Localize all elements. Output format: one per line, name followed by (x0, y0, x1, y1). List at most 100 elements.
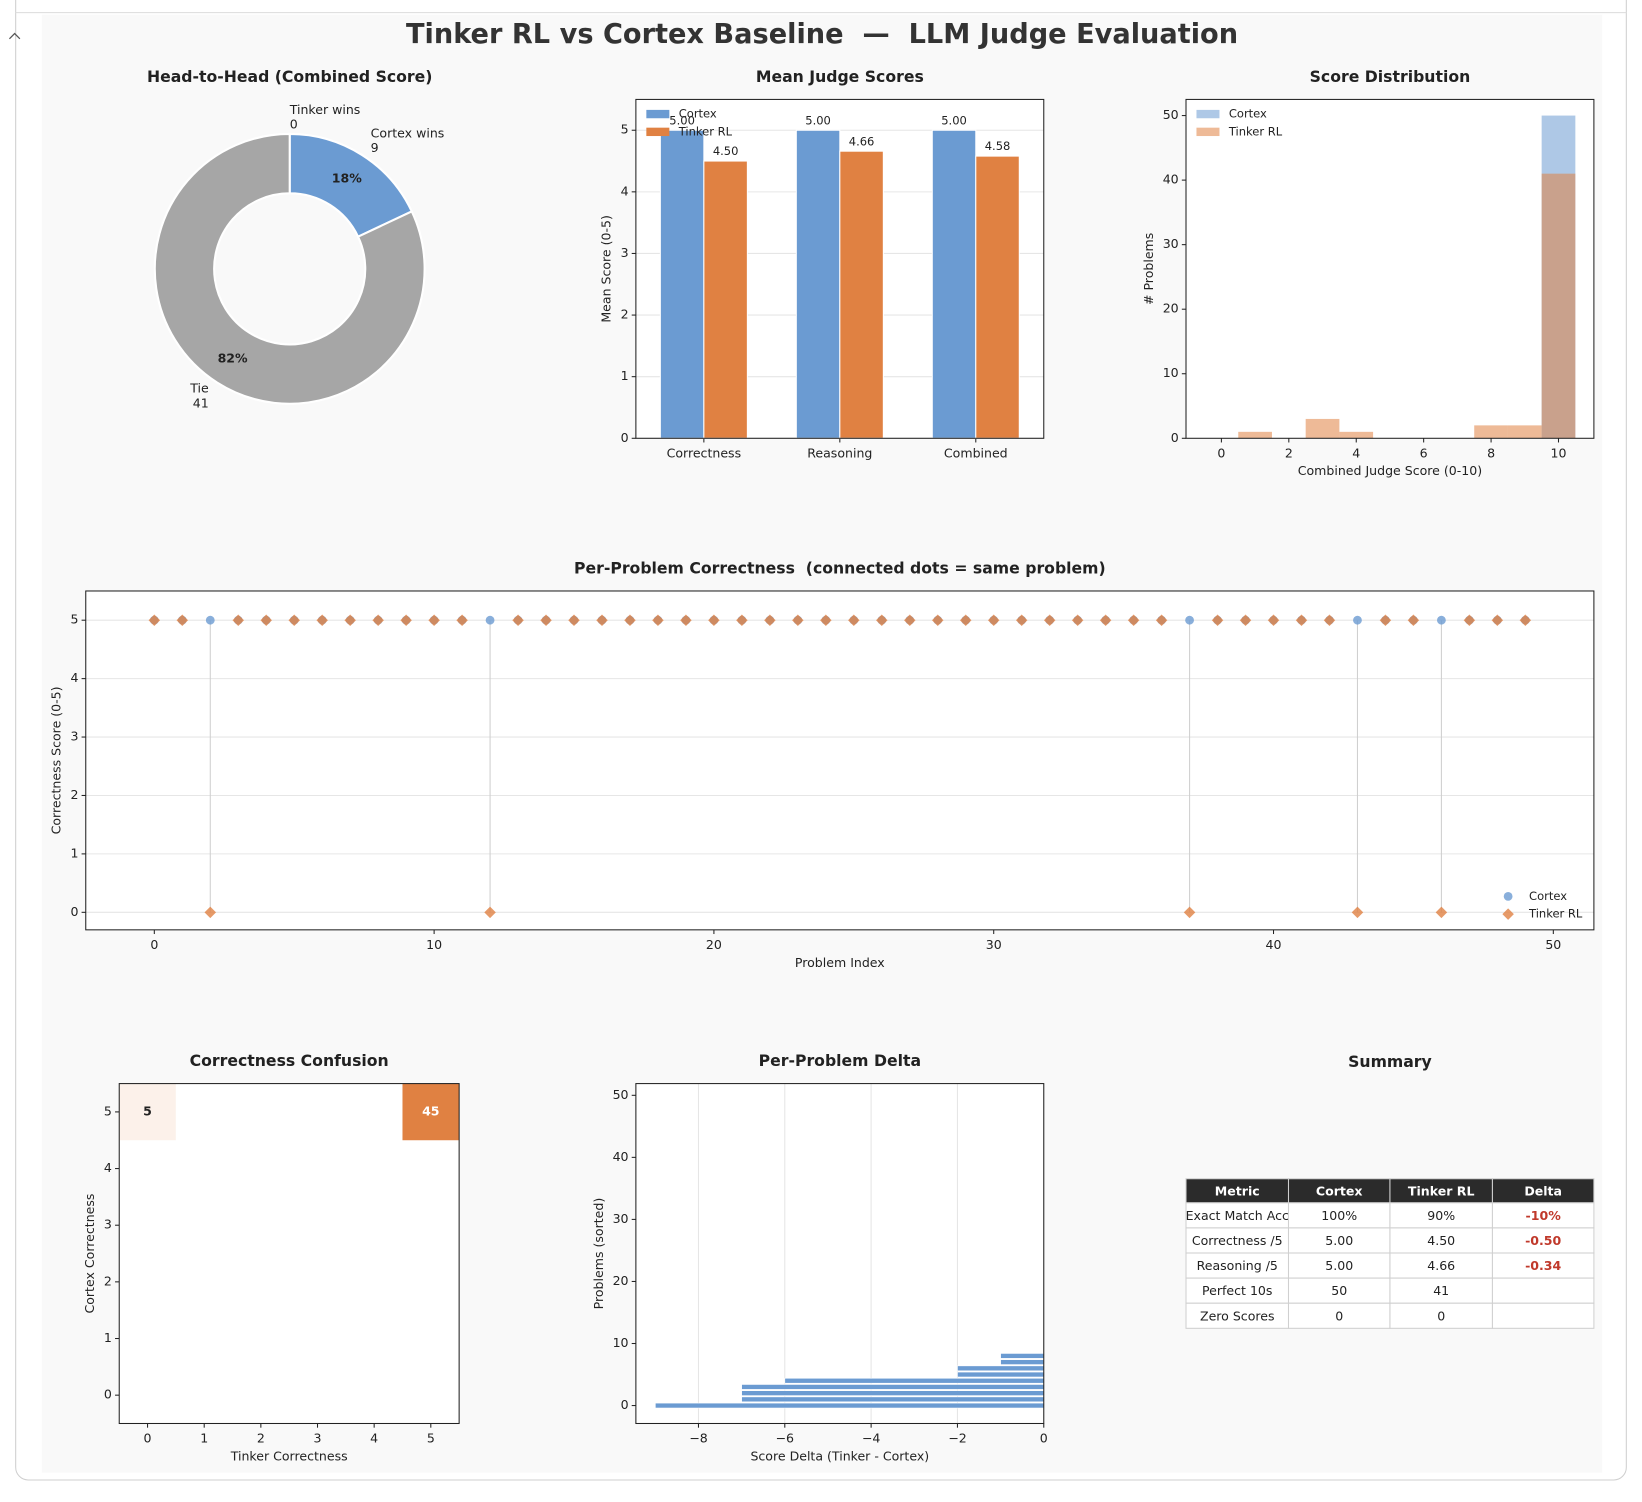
y-tick-label: 4 (621, 183, 629, 198)
heat-cell (402, 1253, 460, 1311)
hist-bar (1339, 431, 1374, 439)
legend-marker (1502, 908, 1514, 920)
bar (741, 1390, 1045, 1396)
x-tick-label: 5 (427, 1431, 435, 1446)
table-cell (1287, 1302, 1391, 1329)
x-tick-label: Reasoning (807, 445, 872, 460)
heat-cell (402, 1140, 460, 1197)
panel-title: Summary (1348, 1052, 1432, 1071)
legend-swatch (1196, 109, 1220, 119)
table-cell (1185, 1227, 1290, 1254)
cell-text: 90% (1427, 1208, 1455, 1223)
heat-cell (345, 1253, 403, 1311)
y-tick-label: 20 (613, 1273, 629, 1288)
y-tick-label: 0 (621, 430, 629, 445)
header-cell (1287, 1178, 1391, 1204)
heat-cell (232, 1083, 290, 1141)
category-label: Tinker wins (289, 102, 361, 117)
heat-cell (175, 1140, 233, 1197)
value-label: 4.66 (849, 134, 875, 148)
main-title: Tinker RL vs Cortex Baseline — LLM Judge… (406, 19, 1238, 50)
heat-cell (232, 1366, 290, 1424)
y-tick-label: 3 (621, 245, 629, 260)
legend-swatch (646, 127, 670, 137)
bar (957, 1371, 1045, 1378)
table-cell (1389, 1227, 1493, 1254)
heat-cell (232, 1196, 290, 1254)
y-axis-label: Problems (sorted) (591, 1198, 606, 1310)
table-cell (1491, 1277, 1595, 1304)
table-cell (1389, 1202, 1493, 1229)
panel-title: Score Distribution (1310, 67, 1471, 86)
x-axis-label: Tinker Correctness (230, 1448, 348, 1463)
collapse-icon[interactable] (8, 32, 21, 40)
plot-area (1186, 99, 1594, 439)
x-tick-label: 3 (314, 1431, 322, 1446)
x-tick-label: −4 (862, 1431, 881, 1446)
heat-cell (402, 1366, 460, 1424)
cell-text: 5.00 (1325, 1233, 1353, 1248)
cell-text: 4.50 (1427, 1233, 1455, 1248)
marker (1353, 615, 1362, 625)
heat-cell (175, 1253, 233, 1311)
marker (205, 615, 215, 625)
panel-title: Head-to-Head (Combined Score) (147, 67, 432, 86)
header-cell (1491, 1178, 1595, 1204)
heat-cell (345, 1366, 403, 1424)
heat-cell (402, 1083, 460, 1141)
cell-text: Exact Match Acc (1186, 1208, 1289, 1223)
y-tick-label: 2 (621, 307, 629, 322)
table-cell (1185, 1302, 1290, 1329)
table-cell (1185, 1252, 1290, 1279)
heat-cell (345, 1310, 403, 1367)
heat-cell (119, 1253, 176, 1311)
hist-bar (1238, 431, 1272, 439)
y-tick-label: 10 (613, 1335, 629, 1350)
legend-swatch (646, 109, 670, 119)
heat-cell (289, 1140, 346, 1197)
y-tick-label: 2 (104, 1273, 112, 1288)
heat-cell (289, 1310, 346, 1367)
cell-text: 4.66 (1427, 1258, 1455, 1273)
x-tick-label: 0 (150, 937, 158, 952)
y-tick-label: 2 (70, 787, 78, 802)
cell-text: Zero Scores (1200, 1308, 1275, 1323)
hist-bar (1541, 173, 1576, 439)
cell-text: -10% (1526, 1208, 1562, 1223)
heat-cell (289, 1366, 346, 1424)
cell-text: 50 (1331, 1283, 1347, 1298)
y-tick-label: 0 (70, 904, 78, 919)
x-tick-label: Combined (944, 445, 1008, 460)
cell-text: Correctness /5 (1192, 1233, 1283, 1248)
y-tick-label: 0 (1171, 430, 1179, 445)
heat-cell (345, 1083, 403, 1141)
y-tick-label: 3 (70, 729, 78, 744)
table-cell (1491, 1227, 1595, 1254)
header-label: Metric (1215, 1183, 1260, 1198)
table-cell (1287, 1202, 1391, 1229)
heat-cell (289, 1253, 346, 1311)
x-tick-label: 1 (200, 1431, 208, 1446)
x-tick-label: 40 (1266, 937, 1282, 952)
count-label: 41 (193, 395, 209, 410)
cell-text: 100% (1321, 1208, 1357, 1223)
hist-bar (1305, 418, 1340, 439)
bar (957, 1365, 1045, 1372)
cell-text: Perfect 10s (1202, 1283, 1272, 1298)
legend-label: Cortex (679, 107, 717, 121)
panel-title: Mean Judge Scores (756, 67, 924, 86)
y-tick-label: 0 (104, 1387, 112, 1402)
heat-cell (175, 1083, 233, 1141)
value-label: 4.50 (713, 144, 739, 158)
marker (1185, 615, 1194, 625)
bar (975, 155, 1020, 439)
y-axis-label: Correctness Score (0-5) (48, 686, 63, 834)
heat-cell (119, 1196, 176, 1254)
header-cell (1185, 1178, 1290, 1204)
x-tick-label: 30 (986, 937, 1002, 952)
y-tick-label: 1 (621, 368, 629, 383)
header-label: Cortex (1316, 1183, 1363, 1198)
y-tick-label: 30 (613, 1211, 629, 1226)
bar (1000, 1359, 1045, 1365)
